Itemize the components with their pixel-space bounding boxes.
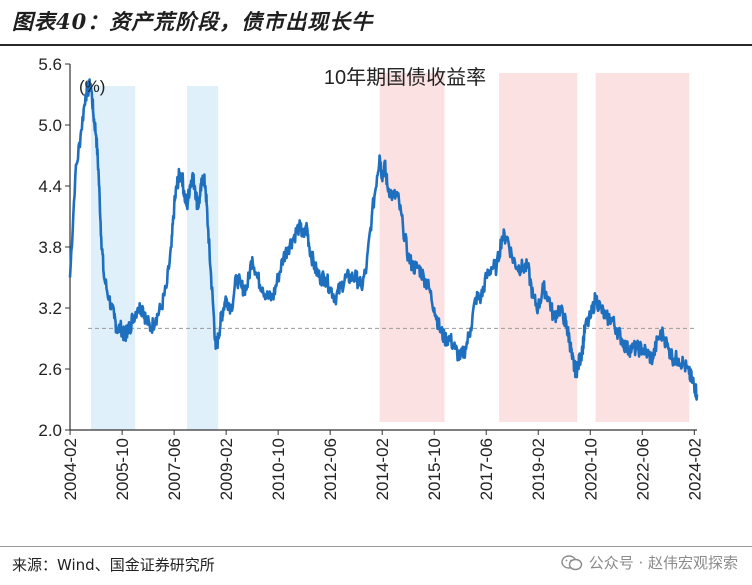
shaded-region-pink xyxy=(379,73,445,422)
x-tick-label: 2012-06 xyxy=(321,438,340,500)
x-tick-label: 2004-02 xyxy=(61,438,80,500)
title-divider xyxy=(0,44,752,46)
x-tick-label: 2020-10 xyxy=(581,438,600,500)
x-tick-label: 2007-06 xyxy=(165,438,184,500)
yield-line-chart: 2.0 2.6 3.2 3.8 4.4 5.0 5.6 2004-02 2005-10 2007-… xyxy=(38,55,704,500)
watermark: 公众号 · 赵伟宏观探索 xyxy=(560,552,738,573)
shaded-region-pink xyxy=(595,73,690,422)
source-note: 来源：Wind、国金证券研究所 xyxy=(12,556,215,574)
x-tick-label: 2009-02 xyxy=(217,438,236,500)
y-axis-unit-label: (%) xyxy=(79,77,105,96)
y-tick-label: 2.0 xyxy=(38,421,62,440)
shaded-bands xyxy=(90,73,690,430)
y-tick-label: 5.6 xyxy=(38,55,62,74)
chart-axes: 2.0 2.6 3.2 3.8 4.4 5.0 5.6 2004-02 2005-10 2007-… xyxy=(38,55,704,500)
x-tick-label: 2019-02 xyxy=(529,438,548,500)
x-tick-label: 2017-06 xyxy=(477,438,496,500)
x-tick-label: 2014-02 xyxy=(373,438,392,500)
shaded-region-blue xyxy=(187,86,219,430)
chart-title: 10年期国债收益率 xyxy=(324,66,486,89)
y-tick-label: 3.2 xyxy=(38,299,62,318)
series-line xyxy=(68,78,699,401)
shaded-region-blue xyxy=(90,86,136,430)
page-title: 图表40：资产荒阶段，债市出现长牛 xyxy=(12,9,374,34)
watermark-text: 公众号 · 赵伟宏观探索 xyxy=(588,554,738,572)
x-tick-label: 2010-10 xyxy=(269,438,288,500)
y-tick-label: 3.8 xyxy=(38,238,62,257)
x-tick-label: 2022-06 xyxy=(633,438,652,500)
footer-divider xyxy=(0,546,752,547)
y-tick-label: 2.6 xyxy=(38,360,62,379)
y-tick-label: 5.0 xyxy=(38,116,62,135)
x-tick-label: 2015-10 xyxy=(425,438,444,500)
y-tick-label: 4.4 xyxy=(38,177,62,196)
x-tick-label: 2024-02 xyxy=(685,438,704,500)
wechat-icon xyxy=(560,554,582,570)
x-tick-label: 2005-10 xyxy=(113,438,132,500)
